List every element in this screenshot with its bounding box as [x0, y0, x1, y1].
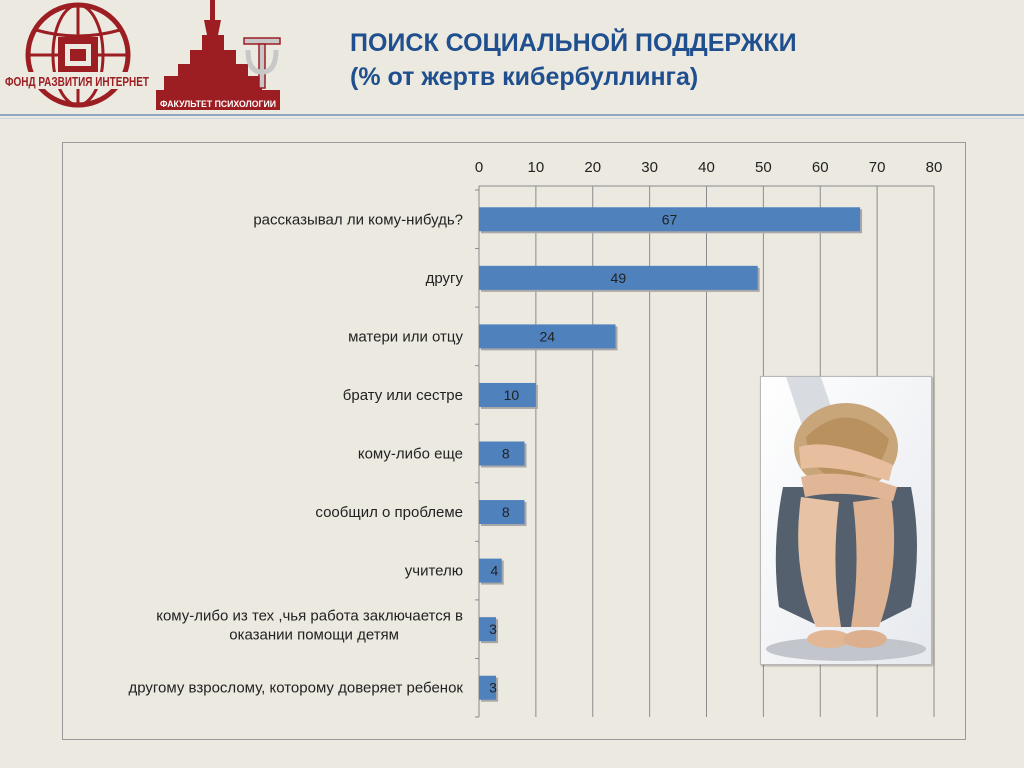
- page-subtitle: (% от жертв кибербуллинга): [350, 63, 699, 91]
- fund-logo-text: ФОНД РАЗВИТИЯ ИНТЕРНЕТ: [5, 74, 149, 89]
- x-tick-label: 0: [475, 159, 483, 176]
- bar: [479, 441, 525, 466]
- x-tick-label: 60: [812, 159, 829, 176]
- bar: [479, 675, 497, 700]
- data-label: 10: [504, 387, 520, 403]
- bar-chart: 0 10 20 30 40 50 60 70 80 67 рассказывал ли кому-н…: [128, 159, 943, 718]
- category-label: другу: [426, 270, 464, 287]
- logos: ФОНД РАЗВИТИЯ ИНТЕРНЕТ ФАКУЛЬТЕТ ПСИХОЛО…: [4, 0, 281, 110]
- data-label: 8: [502, 504, 510, 520]
- header-divider: [0, 114, 1024, 116]
- data-label: 24: [539, 328, 555, 344]
- faculty-logo-text: ФАКУЛЬТЕТ ПСИХОЛОГИИ: [160, 99, 276, 109]
- x-tick-label: 50: [755, 159, 772, 176]
- data-label: 67: [662, 211, 678, 227]
- child-photo: [760, 376, 932, 665]
- x-tick-label: 30: [641, 159, 658, 176]
- x-tick-label: 10: [528, 159, 545, 176]
- header-divider-light: [0, 118, 1024, 119]
- category-label: матери или отцу: [348, 328, 463, 345]
- category-label: брату или сестре: [343, 387, 463, 404]
- bar: [479, 558, 502, 583]
- psi-letter-icon: [243, 37, 281, 89]
- x-tick-label: 70: [869, 159, 886, 176]
- globe-logo-icon: [25, 2, 131, 108]
- title-block: ПОИСК СОЦИАЛЬНОЙ ПОДДЕРЖКИ (% от жертв к…: [350, 26, 797, 94]
- child-hugging-knees-photo-icon: [761, 377, 931, 664]
- data-label: 49: [611, 270, 627, 286]
- university-building-icon: [156, 0, 280, 96]
- bar: [479, 382, 536, 407]
- category-label: кому-либо из тех ,чья работа заключается…: [156, 608, 463, 625]
- category-label: оказании помощи детям: [229, 627, 399, 644]
- page-title: ПОИСК СОЦИАЛЬНОЙ ПОДДЕРЖКИ: [350, 29, 797, 57]
- data-label: 4: [490, 563, 498, 579]
- category-label: рассказывал ли кому-нибудь?: [253, 211, 463, 228]
- data-label: 8: [502, 446, 510, 462]
- data-label: 3: [489, 680, 497, 696]
- bar: [479, 617, 497, 642]
- x-tick-label: 20: [584, 159, 601, 176]
- category-label: учителю: [405, 563, 463, 580]
- category-label: сообщил о проблеме: [315, 504, 463, 521]
- bar: [479, 324, 616, 349]
- bar: [479, 207, 861, 232]
- category-label: кому-либо еще: [358, 446, 463, 463]
- x-tick-label: 40: [698, 159, 715, 176]
- data-label: 3: [489, 621, 497, 637]
- bar: [479, 265, 758, 290]
- bar: [479, 500, 525, 525]
- x-tick-label: 80: [926, 159, 943, 176]
- category-label: другому взрослому, которому доверяет реб…: [128, 680, 463, 697]
